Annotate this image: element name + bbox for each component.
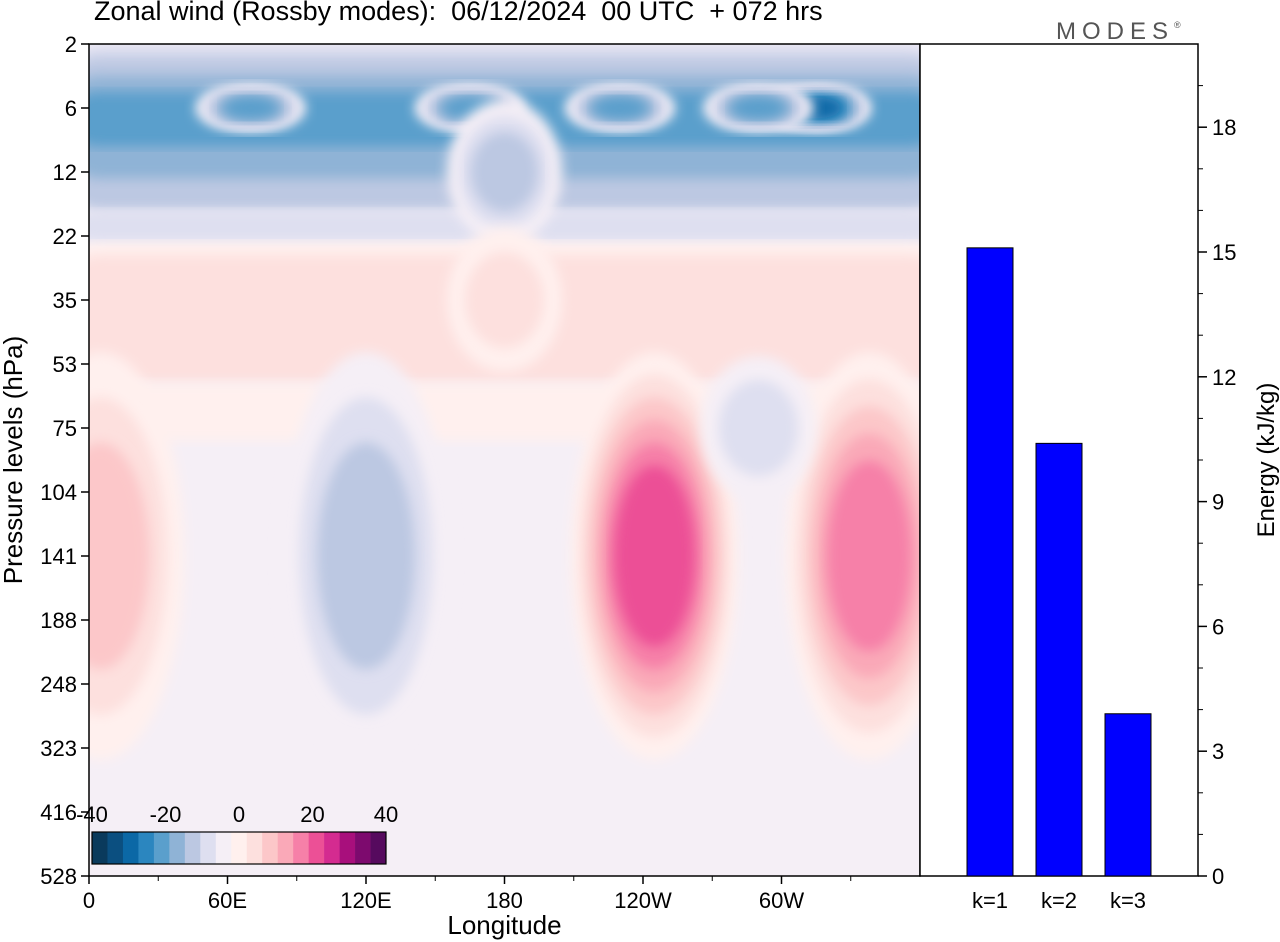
colorbar-tick-label: -20 (150, 802, 182, 827)
y-tick-label: 188 (40, 608, 77, 633)
colorbar-swatch (246, 832, 263, 864)
wind-anomaly-contour (470, 132, 539, 212)
wind-anomaly-contour (89, 442, 150, 670)
wind-anomaly-contour (614, 465, 695, 647)
y-tick-label: 12 (53, 160, 77, 185)
y-tick-label: 75 (53, 416, 77, 441)
energy-bar (966, 247, 1014, 877)
wind-anomaly-contour (222, 96, 279, 120)
energy-bar-chart: k=1 k=2 k=3 0 3 6 9 12 15 18 Energy (kJ/kg) (919, 43, 1280, 913)
wind-anomaly-contour (464, 252, 545, 348)
wind-anomaly-contour (317, 442, 415, 670)
brand-text: MODES (1056, 18, 1175, 45)
colorbar-swatch (138, 832, 155, 864)
x-tick-label: 60W (759, 888, 804, 913)
y-tick-label: 248 (40, 672, 77, 697)
colorbar-frame (91, 831, 387, 865)
colorbar-swatch (370, 832, 387, 864)
y-tick-label: 22 (53, 224, 77, 249)
y-tick-label: 528 (40, 864, 77, 889)
colorbar-swatch (122, 832, 139, 864)
y-tick-label: 6 (65, 96, 77, 121)
colorbar-tick-label: 0 (233, 802, 245, 827)
bar-y-tick-label: 18 (1212, 115, 1236, 140)
colorbar-tick-label: -40 (76, 802, 108, 827)
colorbar-swatch (293, 832, 309, 864)
y-tick-label: 141 (40, 544, 77, 569)
bar-y-axis-label: Energy (kJ/kg) (1253, 383, 1280, 538)
y-tick-label: 35 (53, 288, 77, 313)
bar-y-tick-label: 6 (1212, 614, 1224, 639)
colorbar-swatch (324, 832, 340, 864)
bar-y-tick-label: 12 (1212, 365, 1236, 390)
zonal-wind-heatmap (89, 44, 920, 876)
energy-bar (1035, 442, 1083, 877)
colorbar-swatch (169, 832, 186, 864)
bar-y-tick-label: 3 (1212, 739, 1224, 764)
colorbar-swatch (262, 832, 278, 864)
x-tick-label: 180 (486, 888, 523, 913)
y-axis-label: Pressure levels (hPa) (0, 336, 28, 585)
colorbar-swatch (308, 832, 325, 864)
x-tick-label: 0 (83, 888, 95, 913)
energy-bar (1104, 713, 1152, 877)
bar-y-tick-label: 0 (1212, 864, 1224, 889)
registered-mark: ® (1174, 20, 1181, 30)
y-tick-label: 2 (65, 32, 77, 57)
bar-y-tick-label: 9 (1212, 490, 1224, 515)
y-tick-label: 416 (40, 800, 77, 825)
colorbar-swatch (92, 832, 108, 864)
y-tick-label: 53 (53, 352, 77, 377)
colorbar-swatch (355, 832, 371, 864)
colorbar-swatch (339, 832, 356, 864)
bar-category-label: k=1 (972, 888, 1008, 913)
y-tick-label: 323 (40, 736, 77, 761)
colorbar-swatch (200, 832, 217, 864)
bar-y-tick-label: 15 (1212, 240, 1236, 265)
bar-category-label: k=2 (1041, 888, 1077, 913)
y-tick-label: 104 (40, 480, 77, 505)
colorbar-swatch (231, 832, 248, 864)
x-tick-label: 60E (208, 888, 247, 913)
wind-anomaly-contour (592, 96, 648, 120)
colorbar-swatch (215, 832, 232, 864)
colorbar: -40 -20 0 20 40 (76, 802, 398, 865)
wind-anomaly-contour (730, 96, 787, 120)
colorbar-tick-label: 40 (374, 802, 398, 827)
x-tick-label: 120E (340, 888, 391, 913)
colorbar-swatch (184, 832, 201, 864)
colorbar-swatch (107, 832, 124, 864)
colorbar-tick-label: 20 (300, 802, 324, 827)
colorbar-swatch (153, 832, 170, 864)
chart-title: Zonal wind (Rossby modes): 06/12/2024 00… (94, 0, 823, 26)
wind-anomaly-contour (827, 460, 912, 652)
modes-logo: MODES® (1056, 18, 1181, 46)
bar-category-label: k=3 (1110, 888, 1146, 913)
x-tick-label: 120W (614, 888, 672, 913)
wind-anomaly-contour (718, 380, 799, 476)
colorbar-swatch (277, 832, 294, 864)
x-axis-label: Longitude (447, 910, 561, 940)
